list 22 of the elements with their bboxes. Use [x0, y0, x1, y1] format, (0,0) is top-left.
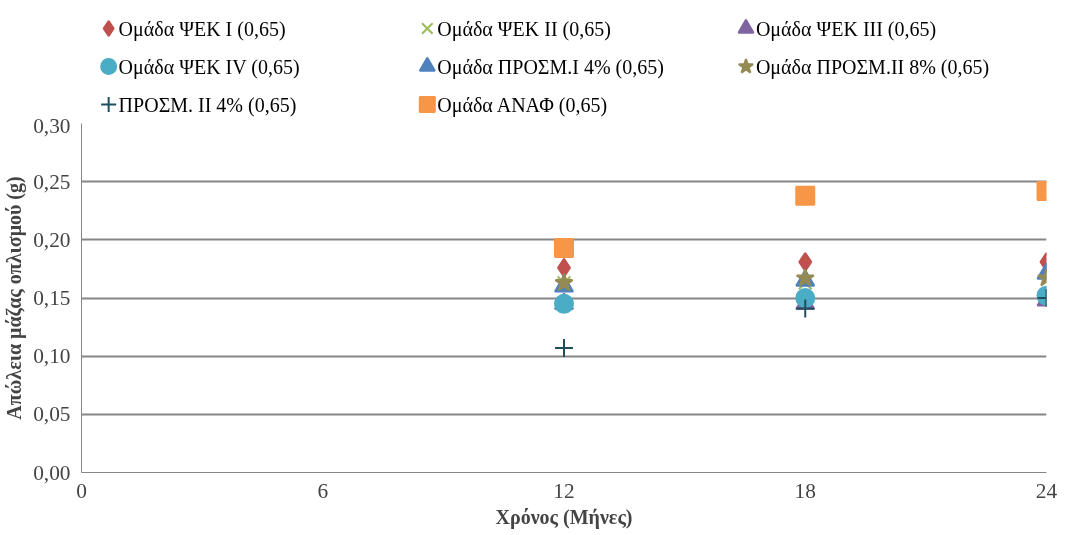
- y-axis-title: Απώλεια μάζας οπλισμού (g): [3, 176, 27, 420]
- legend-label: Ομάδα ΑΝΑΦ (0,65): [437, 93, 608, 117]
- legend-label: ΠΡΟΣΜ. II 4% (0,65): [118, 93, 297, 117]
- legend-label: Ομάδα ΨΕΚ I (0,65): [118, 17, 286, 41]
- y-tick-label: 0,25: [33, 169, 71, 194]
- x-tick-label: 24: [1035, 478, 1058, 503]
- x-tick-label: 6: [317, 478, 329, 503]
- x-axis-title: Χρόνος (Μήνες): [495, 505, 633, 529]
- y-tick-label: 0,05: [33, 402, 71, 427]
- x-tick-label: 12: [553, 478, 575, 503]
- y-tick-label: 0,15: [33, 286, 71, 310]
- legend-label: Ομάδα ΠΡΟΣΜ.II 8% (0,65): [755, 55, 990, 79]
- y-tick-label: 0,10: [33, 344, 71, 369]
- y-tick-label: 0,00: [33, 460, 71, 485]
- legend-label: Ομάδα ΨΕΚ IV (0,65): [118, 55, 300, 79]
- y-tick-label: 0,20: [33, 227, 71, 252]
- legend-label: Ομάδα ΨΕΚ II (0,65): [437, 17, 611, 41]
- x-tick-label: 18: [794, 478, 816, 503]
- legend-label: Ομάδα ΠΡΟΣΜ.I 4% (0,65): [437, 55, 664, 79]
- y-tick-label: 0,30: [33, 113, 71, 138]
- x-tick-label: 0: [76, 478, 87, 503]
- legend-label: Ομάδα ΨΕΚ III (0,65): [755, 17, 937, 41]
